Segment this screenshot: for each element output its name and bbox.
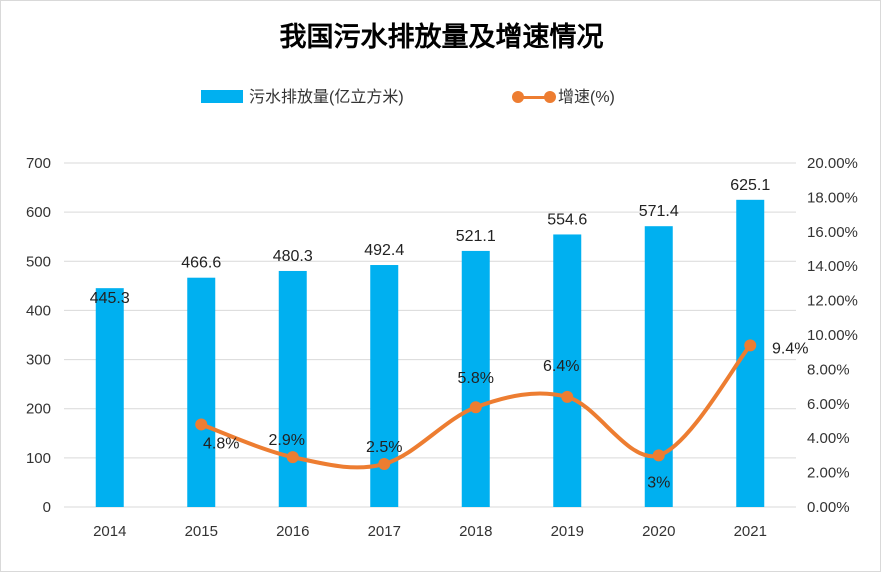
x-tick-label: 2020 <box>642 523 675 540</box>
y-right-tick-label: 0.00% <box>807 499 850 516</box>
y-left-tick-label: 100 <box>26 450 51 467</box>
x-tick-label: 2016 <box>276 523 309 540</box>
x-tick-label: 2014 <box>93 523 126 540</box>
legend-item-line: 增速(%) <box>512 83 615 107</box>
bar-data-label: 480.3 <box>273 248 313 265</box>
growth-point <box>378 458 391 470</box>
growth-point <box>744 339 757 352</box>
line-data-label: 6.4% <box>543 358 579 375</box>
bar-data-label: 521.1 <box>456 228 496 245</box>
bar-data-label: 571.4 <box>639 203 679 220</box>
bar <box>370 265 399 507</box>
bar-data-label: 554.6 <box>547 211 587 228</box>
x-tick-label: 2017 <box>368 523 401 540</box>
bar-data-label: 492.4 <box>364 242 404 259</box>
x-tick-label: 2021 <box>734 523 767 540</box>
x-tick-label: 2019 <box>551 523 584 540</box>
y-right-tick-label: 18.00% <box>807 189 858 206</box>
y-left-tick-label: 200 <box>26 401 51 418</box>
y-right-tick-label: 12.00% <box>807 293 858 310</box>
bar <box>644 226 673 508</box>
bar <box>278 270 307 507</box>
legend-swatch-bar <box>201 90 243 103</box>
bar-data-label: 625.1 <box>730 177 770 194</box>
y-right-tick-label: 4.00% <box>807 430 850 447</box>
bar <box>461 250 490 507</box>
bar <box>553 234 582 507</box>
y-right-tick-label: 16.00% <box>807 224 858 241</box>
bar-data-label: 445.3 <box>90 290 130 307</box>
bar <box>187 277 216 507</box>
legend-item-bar: 污水排放量(亿立方米) <box>201 83 404 107</box>
y-right-tick-label: 8.00% <box>807 361 850 378</box>
line-data-label: 2.9% <box>269 432 305 449</box>
growth-point <box>652 449 665 462</box>
line-data-label: 9.4% <box>772 340 808 357</box>
growth-point <box>286 451 299 464</box>
y-right-tick-label: 6.00% <box>807 396 850 413</box>
y-left-tick-label: 700 <box>26 155 51 172</box>
y-left-tick-label: 300 <box>26 352 51 369</box>
growth-point <box>195 418 208 431</box>
y-left-tick-label: 500 <box>26 253 51 270</box>
y-left-tick-label: 400 <box>26 302 51 319</box>
x-tick-label: 2018 <box>459 523 492 540</box>
y-left-tick-label: 0 <box>43 499 51 516</box>
legend-label-line: 增速(%) <box>558 89 615 106</box>
y-right-tick-label: 20.00% <box>807 155 858 172</box>
y-right-tick-label: 10.00% <box>807 327 858 344</box>
y-left-tick-label: 600 <box>26 204 51 221</box>
bar <box>736 199 765 508</box>
line-data-label: 3% <box>647 474 670 491</box>
y-right-tick-label: 2.00% <box>807 465 850 482</box>
legend-label-bar: 污水排放量(亿立方米) <box>249 89 404 106</box>
legend-swatch-line <box>512 90 556 104</box>
x-tick-label: 2015 <box>185 523 218 540</box>
chart-title: 我国污水排放量及增速情况 <box>279 22 604 53</box>
growth-point <box>561 390 574 403</box>
line-data-label: 5.8% <box>458 370 494 387</box>
line-data-label: 4.8% <box>203 435 239 452</box>
bar-data-label: 466.6 <box>181 255 221 272</box>
line-data-label: 2.5% <box>366 439 402 456</box>
y-right-tick-label: 14.00% <box>807 258 858 275</box>
growth-point <box>469 401 482 414</box>
bar <box>95 288 124 507</box>
